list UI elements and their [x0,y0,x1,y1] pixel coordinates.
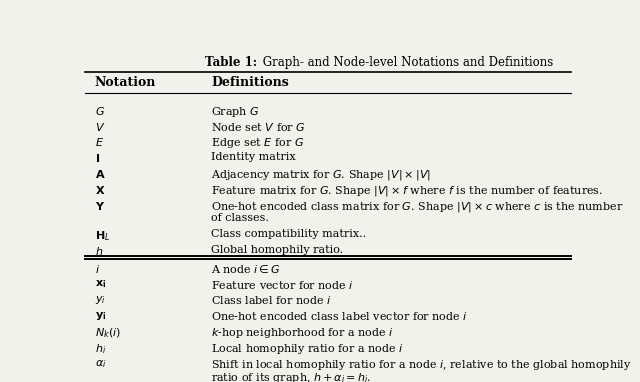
Text: Feature vector for node $i$: Feature vector for node $i$ [211,278,355,290]
Text: $\mathbf{y_i}$: $\mathbf{y_i}$ [95,310,106,322]
Text: ratio of its graph, $h + \alpha_i = h_i$.: ratio of its graph, $h + \alpha_i = h_i$… [211,371,372,382]
Text: $G$: $G$ [95,105,105,117]
Text: of classes.: of classes. [211,214,269,223]
Text: Class label for node $i$: Class label for node $i$ [211,295,332,306]
Text: One-hot encoded class matrix for $G$. Shape $|V| \times c$ where $c$ is the numb: One-hot encoded class matrix for $G$. Sh… [211,200,624,214]
Text: Graph $G$: Graph $G$ [211,105,260,119]
Text: Definitions: Definitions [211,76,289,89]
Text: $\mathbf{Y}$: $\mathbf{Y}$ [95,200,105,212]
Text: Graph- and Node-level Notations and Definitions: Graph- and Node-level Notations and Defi… [259,56,553,69]
Text: $y_i$: $y_i$ [95,295,106,306]
Text: $\alpha_i$: $\alpha_i$ [95,358,106,370]
Text: Node set $V$ for $G$: Node set $V$ for $G$ [211,121,307,133]
Text: $\mathbf{H}_L$: $\mathbf{H}_L$ [95,229,110,243]
Text: Global homophily ratio.: Global homophily ratio. [211,245,344,255]
Text: $h_i$: $h_i$ [95,342,106,356]
Text: $k$-hop neighborhood for a node $i$: $k$-hop neighborhood for a node $i$ [211,326,394,340]
Text: $i$: $i$ [95,262,100,275]
Text: One-hot encoded class label vector for node $i$: One-hot encoded class label vector for n… [211,310,468,322]
Text: Shift in local homophily ratio for a node $i$, relative to the global homophily: Shift in local homophily ratio for a nod… [211,358,632,372]
Text: Adjacency matrix for $G$. Shape $|V| \times |V|$: Adjacency matrix for $G$. Shape $|V| \ti… [211,168,431,182]
Text: $h$: $h$ [95,245,103,257]
Text: $N_k(i)$: $N_k(i)$ [95,326,121,340]
Text: Identity matrix: Identity matrix [211,152,296,162]
Text: Edge set $E$ for $G$: Edge set $E$ for $G$ [211,136,305,151]
Text: $E$: $E$ [95,136,104,149]
Text: Local homophily ratio for a node $i$: Local homophily ratio for a node $i$ [211,342,404,356]
Text: $\mathbf{X}$: $\mathbf{X}$ [95,184,105,196]
Text: Class compatibility matrix..: Class compatibility matrix.. [211,229,367,240]
Text: Table 1:: Table 1: [205,56,257,69]
Text: Feature matrix for $G$. Shape $|V| \times f$ where $f$ is the number of features: Feature matrix for $G$. Shape $|V| \time… [211,184,604,198]
Text: A node $i \in G$: A node $i \in G$ [211,262,282,275]
Text: $\mathbf{I}$: $\mathbf{I}$ [95,152,100,164]
Text: $\mathbf{x_i}$: $\mathbf{x_i}$ [95,278,106,290]
Text: $\mathbf{A}$: $\mathbf{A}$ [95,168,106,180]
Text: $V$: $V$ [95,121,105,133]
Text: Notation: Notation [95,76,156,89]
